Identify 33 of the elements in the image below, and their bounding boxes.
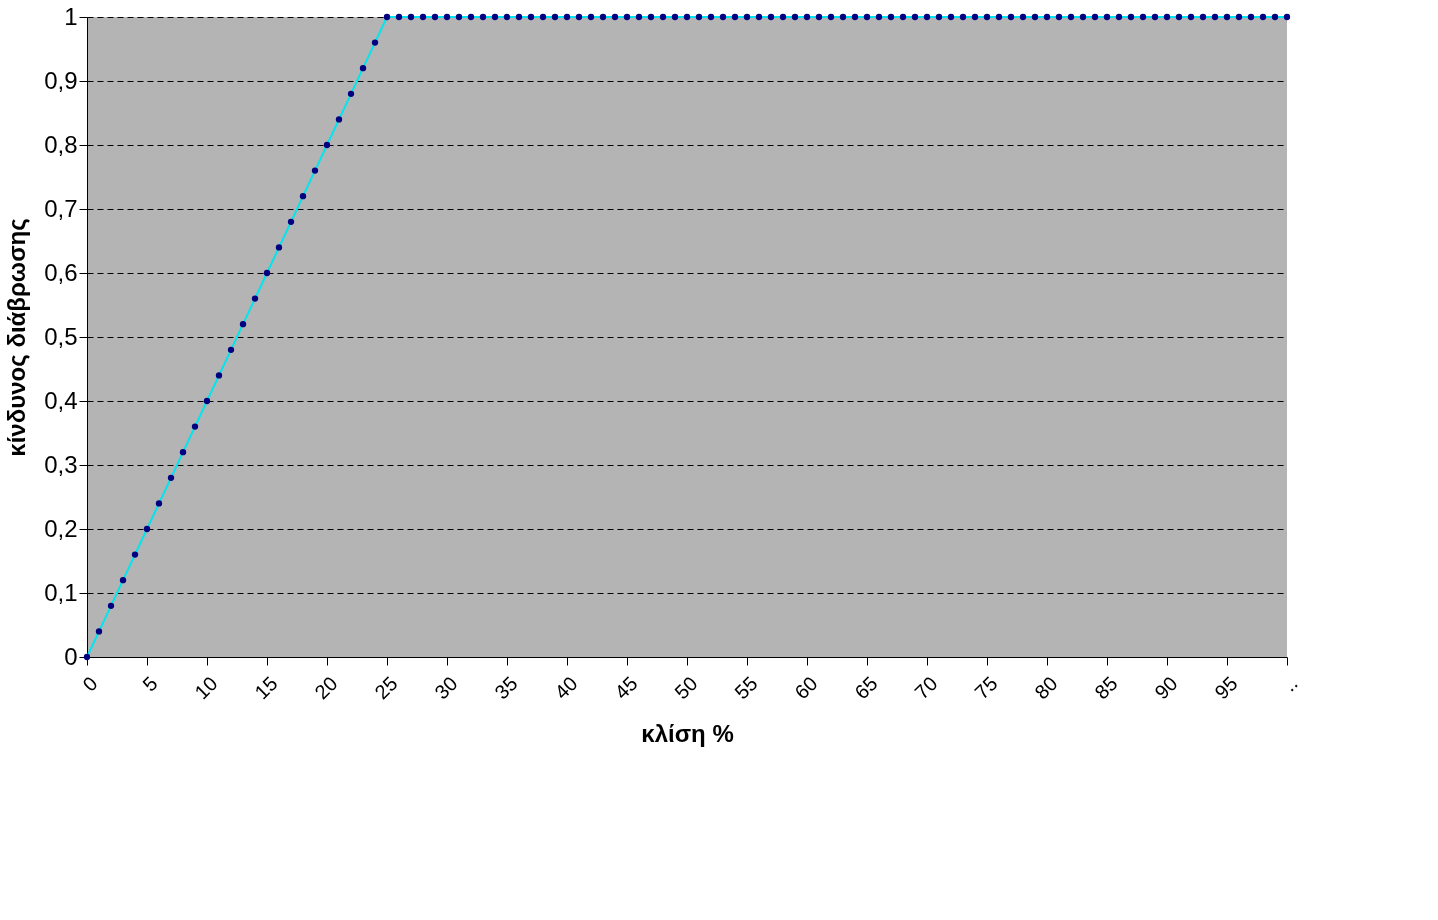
x-tick-label: 35	[490, 672, 522, 704]
x-axis-title: κλίση %	[641, 720, 734, 748]
x-tick-label: 55	[730, 672, 762, 704]
y-tick-label: 0,8	[44, 130, 78, 158]
y-tick-label: 1	[64, 2, 78, 30]
y-tick-label: 0,7	[44, 194, 78, 222]
x-tick-label: 25	[370, 672, 402, 704]
x-tick-label: 65	[850, 672, 882, 704]
x-tick-label: 60	[790, 672, 822, 704]
x-tick-label: ..	[1278, 672, 1302, 696]
x-tick-label: 10	[190, 672, 222, 704]
x-tick-label: 5	[138, 672, 162, 696]
y-tick-label: 0,4	[44, 386, 78, 414]
y-axis-title: κίνδυνος διάβρωσης	[3, 218, 31, 457]
y-tick-label: 0,5	[44, 322, 78, 350]
y-tick-label: 0,3	[44, 450, 78, 478]
x-tick-label: 40	[550, 672, 582, 704]
x-tick-label: 50	[670, 672, 702, 704]
x-tick-label: 45	[610, 672, 642, 704]
x-tick-label: 95	[1210, 672, 1242, 704]
x-tick-label: 80	[1030, 672, 1062, 704]
y-tick-label: 0,2	[44, 514, 78, 542]
x-tick-label: 70	[910, 672, 942, 704]
x-tick-label: 75	[970, 672, 1002, 704]
x-tick-label: 30	[430, 672, 462, 704]
y-tick-label: 0,9	[44, 66, 78, 94]
x-tick-label: 20	[310, 672, 342, 704]
x-tick-label: 15	[250, 672, 282, 704]
y-tick-label: 0	[64, 642, 78, 670]
x-tick-label: 85	[1090, 672, 1122, 704]
y-tick-label: 0,1	[44, 578, 78, 606]
y-tick-label: 0,6	[44, 258, 78, 286]
x-tick-label: 90	[1150, 672, 1182, 704]
